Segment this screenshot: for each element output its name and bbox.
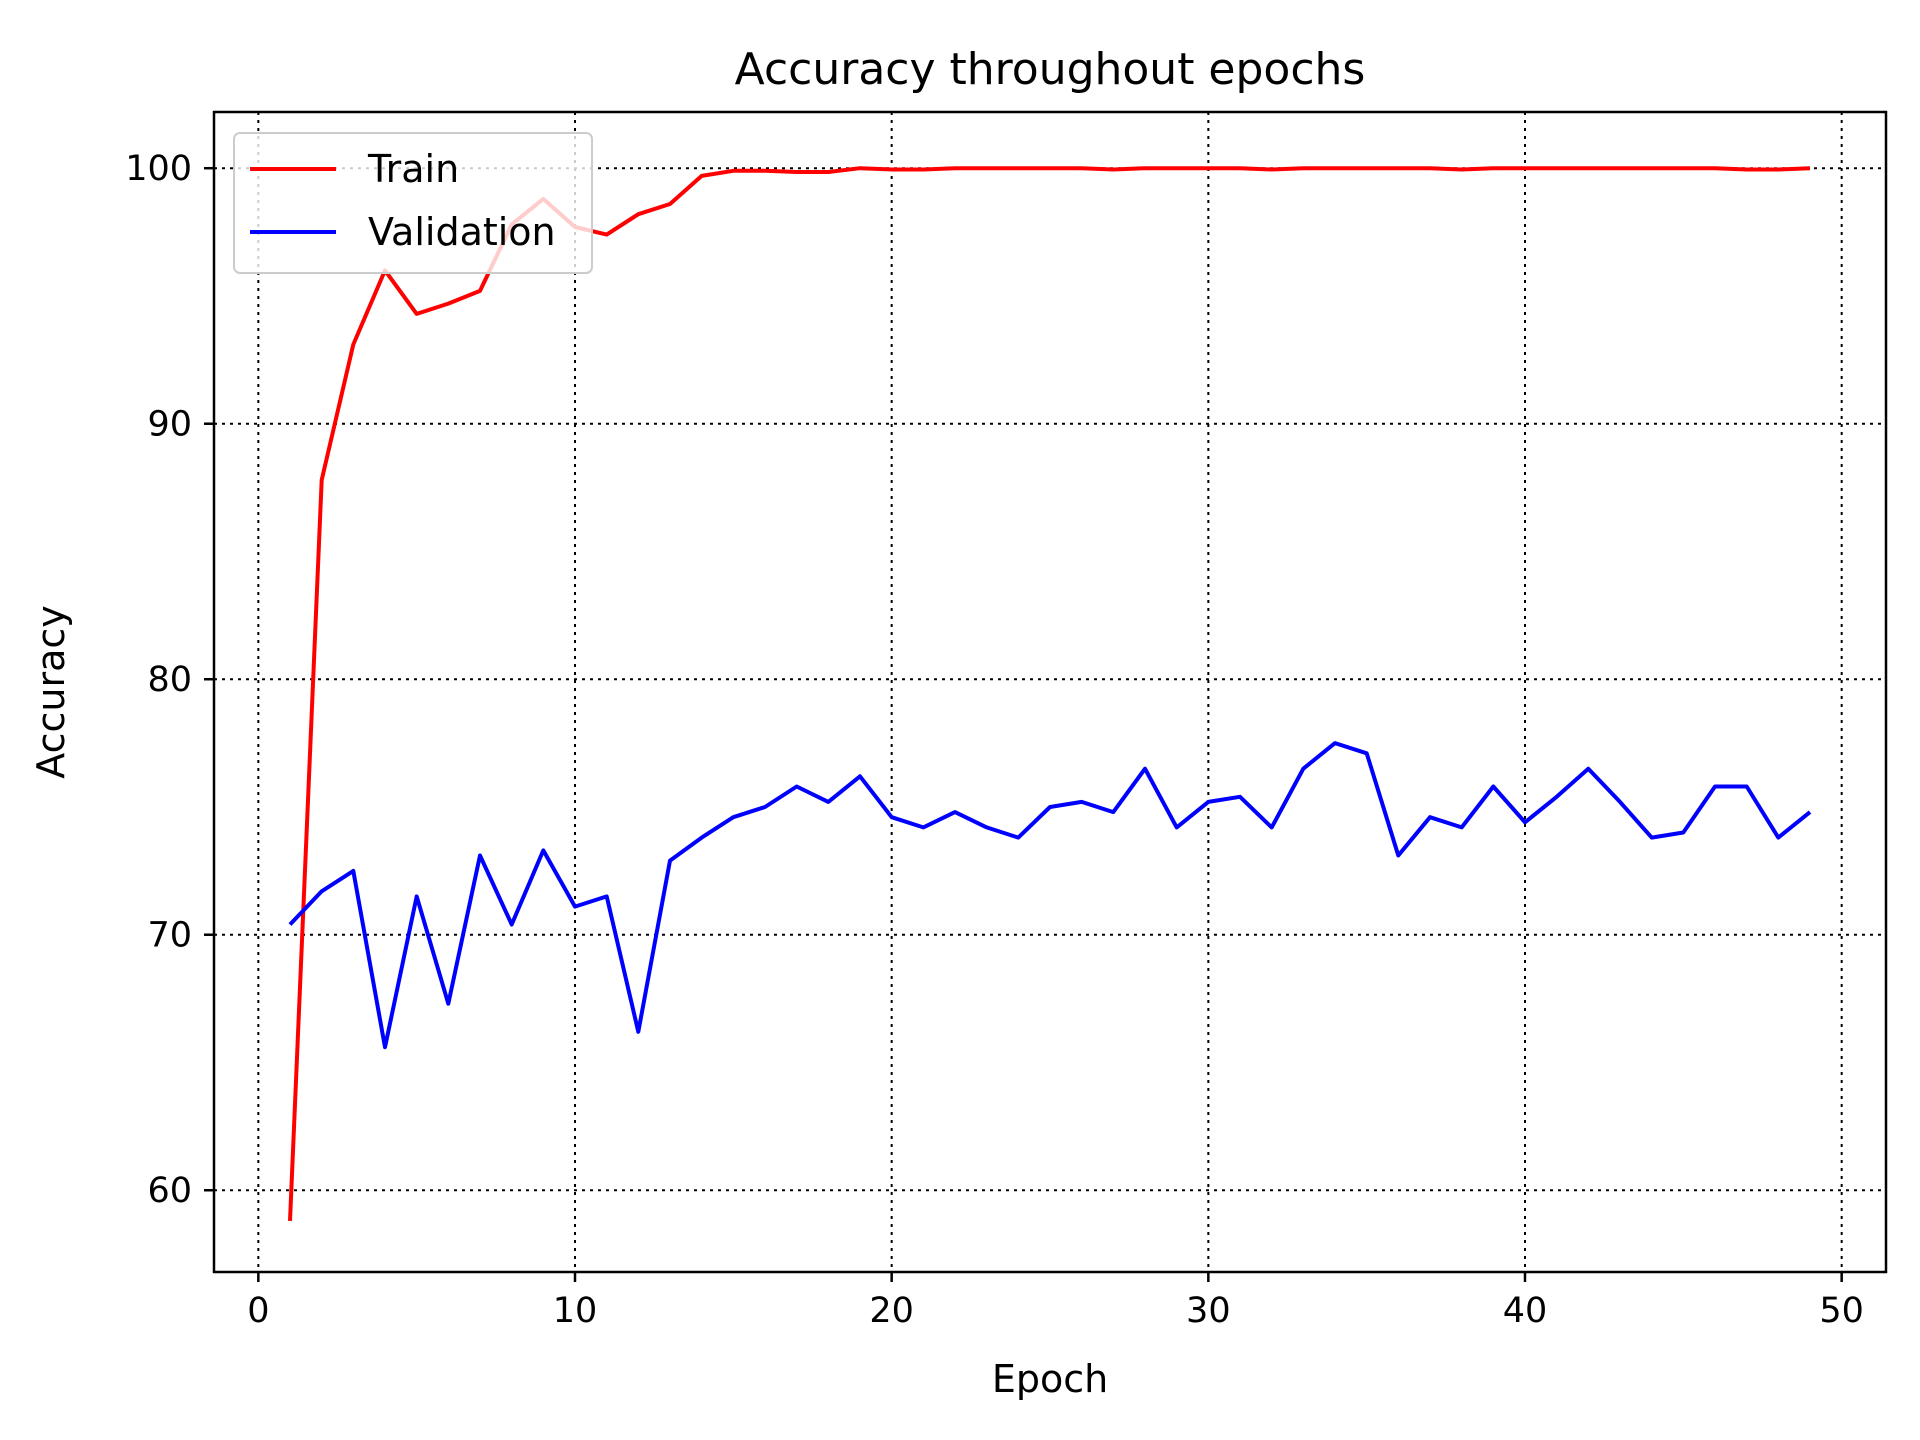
x-tick-label: 50: [1819, 1291, 1864, 1331]
x-tick-label: 10: [553, 1291, 598, 1331]
x-tick-label: 20: [869, 1291, 914, 1331]
plot-frame: [212, 110, 1888, 1274]
chart-title: Accuracy throughout epochs: [735, 44, 1366, 95]
series-line-validation: [288, 741, 1812, 1050]
y-tick-label: 80: [147, 660, 192, 700]
y-tick-label: 60: [147, 1171, 192, 1211]
y-tick-label: 90: [147, 405, 192, 445]
legend-label-train: Train: [367, 147, 459, 191]
axis-ticks: 0 10 20 30 40 50 60 70 80 90 100: [125, 149, 1864, 1331]
legend-label-validation: Validation: [368, 210, 556, 254]
y-tick-label: 100: [125, 149, 192, 189]
x-axis-label: Epoch: [992, 1357, 1108, 1401]
x-tick-label: 40: [1503, 1291, 1548, 1331]
legend: Train Validation: [233, 132, 593, 274]
x-tick-label: 30: [1186, 1291, 1231, 1331]
y-axis-label: Accuracy: [29, 605, 73, 779]
y-tick-label: 70: [147, 916, 192, 956]
x-tick-label: 0: [247, 1291, 269, 1331]
